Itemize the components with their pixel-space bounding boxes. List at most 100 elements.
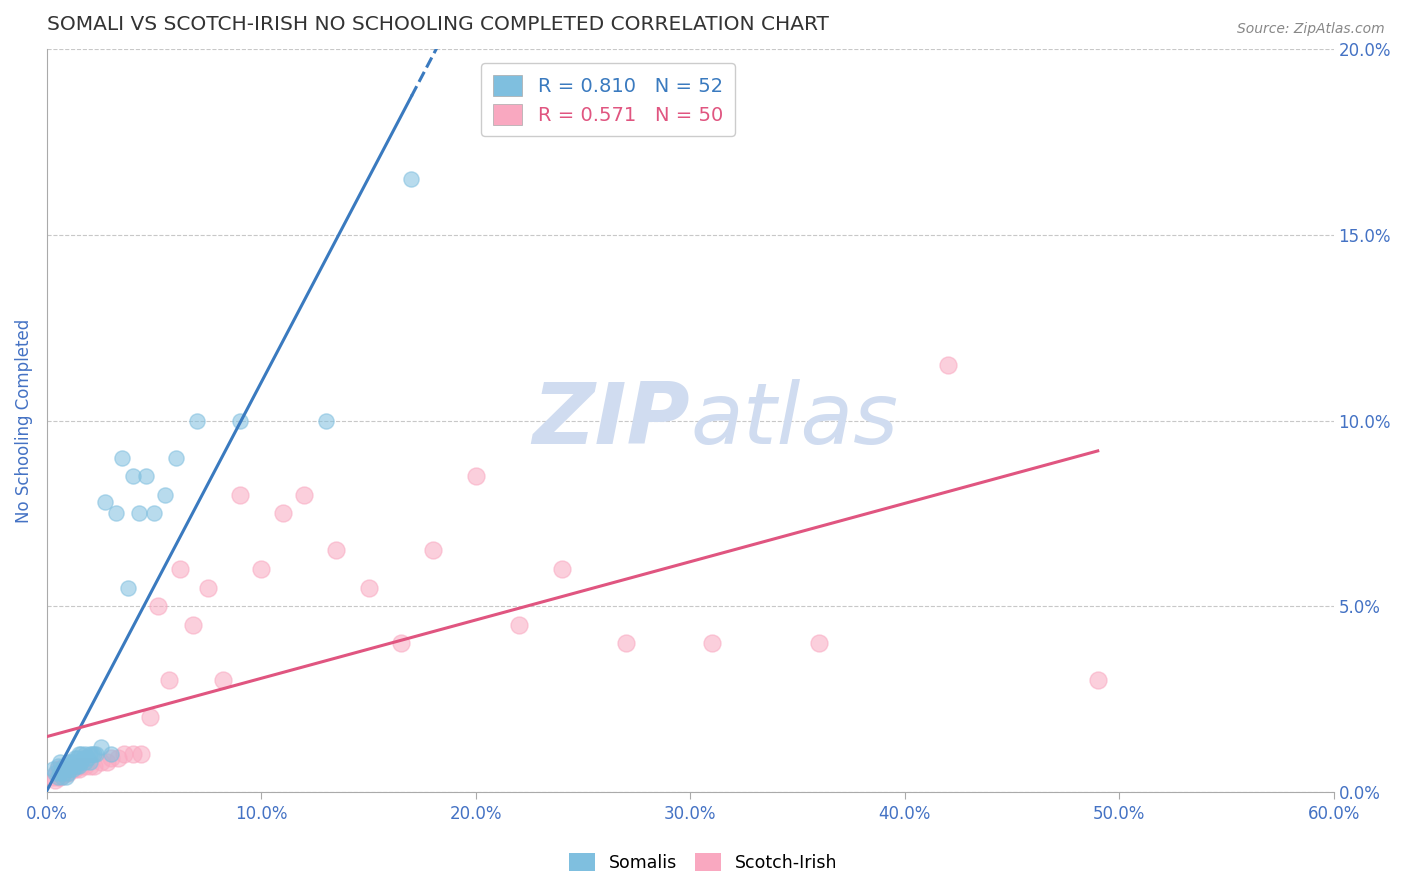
Point	[79, 747, 101, 762]
Point	[72, 751, 94, 765]
Point	[58, 766, 80, 780]
Y-axis label: No Schooling Completed: No Schooling Completed	[15, 318, 32, 523]
Point	[51, 766, 73, 780]
Point	[44, 773, 66, 788]
Point	[143, 506, 166, 520]
Point	[67, 762, 90, 776]
Point	[62, 755, 84, 769]
Point	[135, 469, 157, 483]
Point	[148, 599, 170, 613]
Point	[59, 762, 82, 776]
Point	[1087, 673, 1109, 688]
Point	[80, 747, 103, 762]
Point	[121, 469, 143, 483]
Point	[58, 758, 80, 772]
Point	[157, 673, 180, 688]
Point	[58, 755, 80, 769]
Point	[104, 506, 127, 520]
Point	[55, 770, 77, 784]
Point	[58, 766, 80, 780]
Point	[59, 762, 82, 776]
Point	[66, 758, 89, 772]
Point	[58, 762, 80, 776]
Point	[464, 469, 486, 483]
Point	[46, 758, 69, 772]
Point	[55, 766, 77, 780]
Point	[46, 770, 69, 784]
Point	[508, 617, 530, 632]
Point	[63, 762, 86, 776]
Point	[100, 751, 122, 765]
Legend: R = 0.810   N = 52, R = 0.571   N = 50: R = 0.810 N = 52, R = 0.571 N = 50	[481, 62, 734, 136]
Point	[42, 770, 65, 784]
Point	[211, 673, 233, 688]
Point	[197, 581, 219, 595]
Text: SOMALI VS SCOTCH-IRISH NO SCHOOLING COMPLETED CORRELATION CHART: SOMALI VS SCOTCH-IRISH NO SCHOOLING COMP…	[46, 15, 828, 34]
Point	[550, 562, 572, 576]
Point	[59, 755, 82, 769]
Point	[936, 358, 959, 372]
Point	[51, 770, 73, 784]
Point	[79, 758, 101, 772]
Point	[53, 766, 76, 780]
Point	[44, 766, 66, 780]
Point	[111, 450, 134, 465]
Point	[55, 762, 77, 776]
Point	[63, 751, 86, 765]
Point	[49, 766, 72, 780]
Point	[75, 747, 97, 762]
Point	[357, 581, 380, 595]
Point	[401, 172, 423, 186]
Point	[614, 636, 637, 650]
Point	[66, 758, 89, 772]
Point	[42, 762, 65, 776]
Legend: Somalis, Scotch-Irish: Somalis, Scotch-Irish	[562, 847, 844, 879]
Point	[46, 762, 69, 776]
Point	[139, 710, 162, 724]
Point	[422, 543, 444, 558]
Text: ZIP: ZIP	[533, 379, 690, 462]
Point	[121, 747, 143, 762]
Point	[75, 758, 97, 772]
Point	[53, 758, 76, 772]
Point	[94, 495, 117, 509]
Point	[84, 747, 107, 762]
Point	[83, 747, 105, 762]
Point	[389, 636, 412, 650]
Point	[129, 747, 152, 762]
Point	[62, 762, 84, 776]
Point	[49, 762, 72, 776]
Point	[70, 758, 93, 772]
Point	[186, 413, 208, 427]
Point	[62, 762, 84, 776]
Point	[67, 747, 90, 762]
Point	[89, 740, 111, 755]
Point	[79, 755, 101, 769]
Point	[66, 751, 89, 765]
Point	[181, 617, 204, 632]
Point	[271, 506, 294, 520]
Point	[100, 747, 122, 762]
Point	[315, 413, 337, 427]
Point	[76, 751, 98, 765]
Point	[89, 755, 111, 769]
Point	[117, 581, 139, 595]
Point	[165, 450, 187, 465]
Point	[292, 488, 315, 502]
Point	[49, 755, 72, 769]
Point	[169, 562, 191, 576]
Point	[229, 488, 252, 502]
Text: atlas: atlas	[690, 379, 898, 462]
Point	[75, 755, 97, 769]
Point	[128, 506, 150, 520]
Point	[107, 751, 129, 765]
Point	[53, 766, 76, 780]
Point	[153, 488, 176, 502]
Point	[112, 747, 135, 762]
Point	[49, 770, 72, 784]
Point	[96, 755, 118, 769]
Point	[67, 758, 90, 772]
Point	[70, 755, 93, 769]
Point	[63, 758, 86, 772]
Point	[700, 636, 723, 650]
